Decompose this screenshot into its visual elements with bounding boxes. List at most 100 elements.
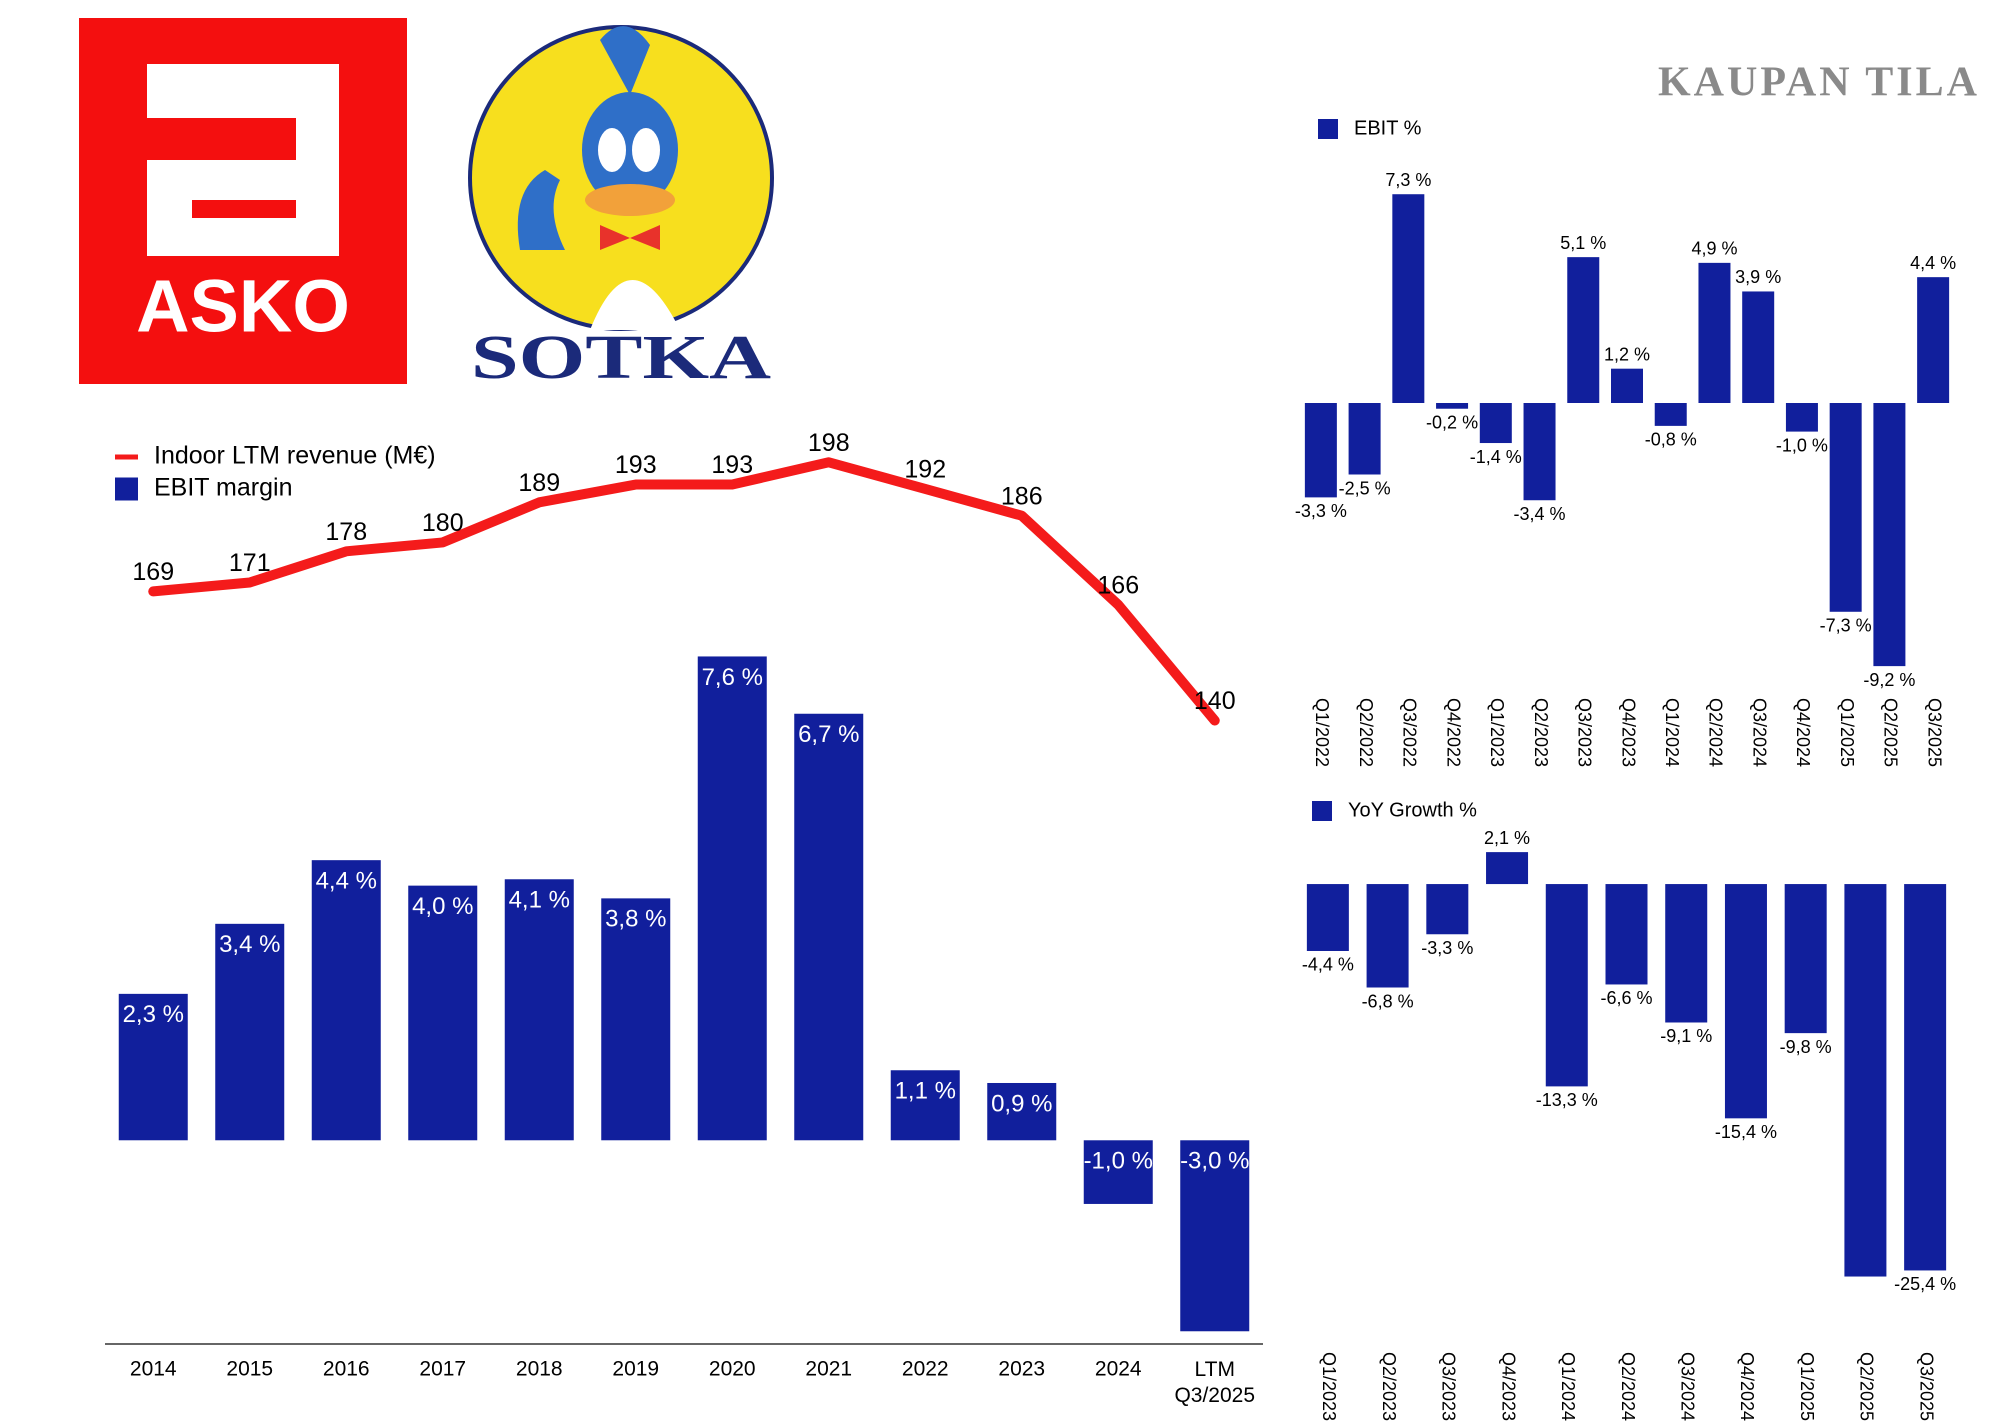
revenue-line bbox=[148, 457, 1220, 726]
data-label: -0,2 % bbox=[1426, 412, 1478, 432]
data-label: -1,0 % bbox=[1084, 1148, 1153, 1175]
x-tick-label: Q1/2024 bbox=[1558, 1352, 1578, 1421]
brand-title: KAUPAN TILA bbox=[1658, 60, 1980, 106]
data-label: -3,0 % bbox=[1180, 1148, 1249, 1175]
data-label: 4,9 % bbox=[1691, 239, 1737, 259]
x-tick-label: Q2/2023 bbox=[1379, 1352, 1399, 1421]
x-tick-label: Q2/2024 bbox=[1706, 698, 1726, 767]
x-tick-label: 2021 bbox=[805, 1358, 852, 1381]
bar bbox=[1904, 884, 1947, 1271]
x-tick-label: 2016 bbox=[323, 1358, 370, 1381]
data-label: 186 bbox=[1001, 482, 1043, 510]
x-tick-label: Q3/2025 bbox=[1916, 1352, 1936, 1421]
data-label: 4,1 % bbox=[509, 887, 570, 914]
sotka-logo-text: SOTKA bbox=[471, 324, 771, 392]
data-label: 178 bbox=[325, 518, 367, 546]
x-tick-label: 2019 bbox=[612, 1358, 659, 1381]
legend-swatch bbox=[1312, 801, 1332, 821]
bar bbox=[1436, 403, 1469, 409]
bar bbox=[1567, 257, 1600, 403]
data-label: 2,3 % bbox=[123, 1001, 184, 1028]
bar bbox=[1486, 852, 1529, 885]
x-tick-label: Q4/2024 bbox=[1737, 1352, 1757, 1421]
x-tick-label: 2022 bbox=[902, 1358, 949, 1381]
data-label: -7,3 % bbox=[1820, 616, 1872, 636]
data-label: 2,1 % bbox=[1484, 828, 1530, 848]
data-label: 192 bbox=[904, 456, 946, 484]
bar bbox=[1784, 884, 1827, 1034]
data-label: 7,6 % bbox=[702, 664, 763, 691]
data-label: 171 bbox=[229, 549, 271, 577]
bar bbox=[1611, 368, 1643, 403]
data-label: 3,4 % bbox=[219, 931, 280, 958]
bar bbox=[987, 1082, 1057, 1141]
x-tick-label: Q1/2025 bbox=[1797, 1352, 1817, 1421]
x-tick-label: Q3/2025 bbox=[1924, 698, 1944, 767]
x-tick-label: Q1/2024 bbox=[1662, 698, 1682, 767]
bar bbox=[1698, 262, 1731, 403]
data-label: 198 bbox=[808, 429, 850, 457]
data-label: -6,6 % bbox=[1600, 988, 1652, 1008]
bar bbox=[794, 713, 864, 1141]
legend-label: EBIT margin bbox=[154, 474, 292, 502]
x-tick-label: Q2/2025 bbox=[1881, 698, 1901, 767]
sotka-duck-eye bbox=[598, 128, 626, 172]
data-label: 193 bbox=[615, 451, 657, 479]
x-tick-label: Q4/2023 bbox=[1618, 698, 1638, 767]
x-tick-label: Q2/2024 bbox=[1618, 1352, 1638, 1421]
bar bbox=[1742, 291, 1775, 403]
data-label: 4,0 % bbox=[412, 893, 473, 920]
bar bbox=[1785, 403, 1818, 432]
bar bbox=[1545, 884, 1588, 1087]
legend-label: Indoor LTM revenue (M€) bbox=[154, 442, 436, 470]
x-tick-label: 2023 bbox=[998, 1358, 1045, 1381]
x-tick-label: Q4/2024 bbox=[1793, 698, 1813, 767]
bar bbox=[1426, 884, 1469, 935]
sotka-logo: SOTKA bbox=[468, 25, 774, 392]
data-label: -6,8 % bbox=[1362, 991, 1414, 1011]
bar bbox=[118, 993, 188, 1141]
x-tick-label: 2017 bbox=[419, 1358, 466, 1381]
data-label: -2,5 % bbox=[1339, 478, 1391, 498]
data-label: -15,4 % bbox=[1715, 1122, 1777, 1142]
x-tick-label: Q2/2025 bbox=[1857, 1352, 1877, 1421]
sotka-duck-hand bbox=[517, 170, 565, 250]
asko-logo: ASKO bbox=[79, 18, 407, 384]
data-label: 4,4 % bbox=[1910, 253, 1956, 273]
x-tick-label: Q3/2024 bbox=[1749, 698, 1769, 767]
data-label: -3,3 % bbox=[1421, 938, 1473, 958]
data-label: 6,7 % bbox=[798, 721, 859, 748]
x-tick-label: Q1/2025 bbox=[1837, 698, 1857, 767]
sotka-duck-beak bbox=[585, 184, 675, 216]
x-tick-label: Q2/2023 bbox=[1531, 698, 1551, 767]
data-label: -1,4 % bbox=[1470, 447, 1522, 467]
bar bbox=[504, 879, 574, 1141]
data-label: 180 bbox=[422, 509, 464, 537]
legend-label: EBIT % bbox=[1354, 117, 1422, 139]
bar bbox=[1180, 1140, 1250, 1332]
legend-label: YoY Growth % bbox=[1348, 799, 1477, 821]
bar bbox=[1306, 884, 1349, 951]
bar bbox=[1829, 403, 1862, 612]
bar bbox=[408, 885, 478, 1141]
data-label: -9,1 % bbox=[1660, 1026, 1712, 1046]
asko-logo-mark bbox=[147, 64, 339, 256]
data-label: 1,1 % bbox=[895, 1078, 956, 1105]
data-label: 189 bbox=[518, 469, 560, 497]
x-tick-label: 2020 bbox=[709, 1358, 756, 1381]
data-label: -3,3 % bbox=[1295, 501, 1347, 521]
data-label: 4,4 % bbox=[316, 868, 377, 895]
x-tick-label: Q1/2022 bbox=[1312, 698, 1332, 767]
x-tick-label: Q3/2023 bbox=[1575, 698, 1595, 767]
x-tick-label: Q2/2022 bbox=[1356, 698, 1376, 767]
bar bbox=[890, 1070, 960, 1141]
x-tick-label: 2014 bbox=[130, 1358, 177, 1381]
data-label: -4,4 % bbox=[1302, 955, 1354, 975]
bar bbox=[215, 923, 285, 1141]
bar bbox=[1665, 884, 1708, 1023]
x-tick-label: Q4/2022 bbox=[1443, 698, 1463, 767]
asko-logo-text: ASKO bbox=[136, 265, 350, 348]
x-tick-label: Q1/2023 bbox=[1487, 698, 1507, 767]
bar bbox=[1917, 277, 1950, 403]
x-tick-label: Q3/2023 bbox=[1439, 1352, 1459, 1421]
